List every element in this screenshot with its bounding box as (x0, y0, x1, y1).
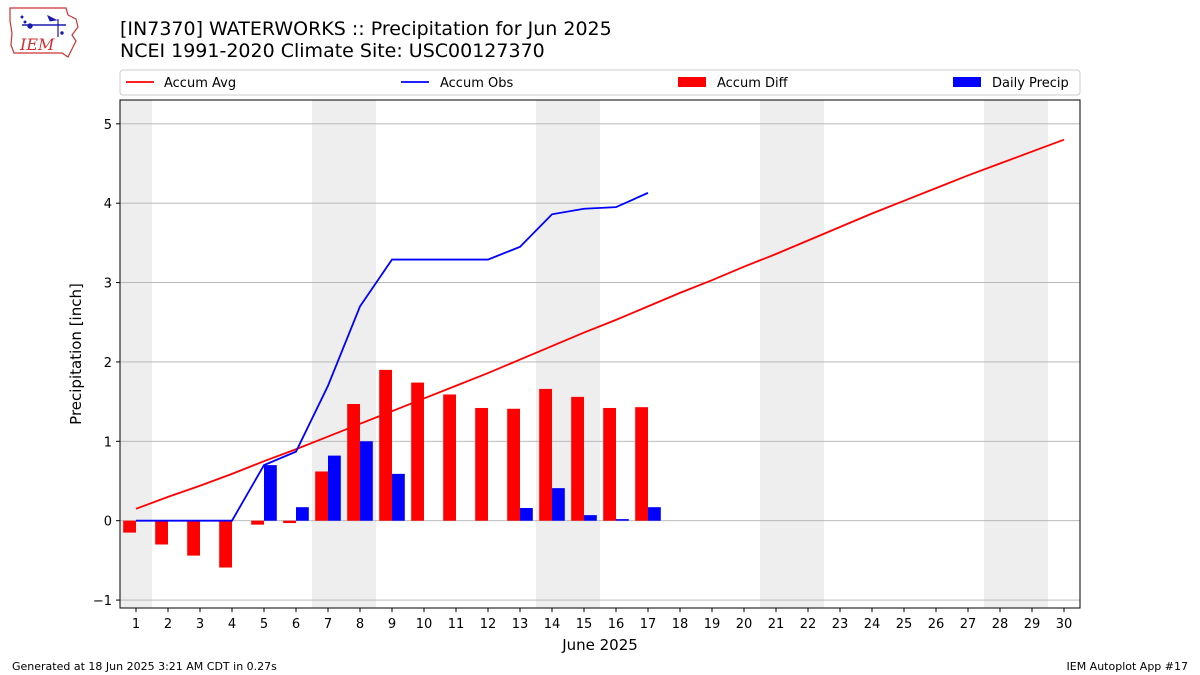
y-tick-label: 4 (104, 197, 112, 212)
y-tick-label: 2 (104, 356, 112, 371)
legend-label-accum-avg: Accum Avg (164, 76, 236, 91)
x-tick-label: 4 (228, 617, 236, 632)
daily-precip-bar (264, 465, 277, 521)
x-tick-label: 6 (292, 617, 300, 632)
x-tick-label: 16 (608, 617, 625, 632)
logo-text: IEM (19, 35, 55, 54)
x-tick-label: 7 (324, 617, 332, 632)
x-tick-label: 27 (960, 617, 977, 632)
daily-precip-bar (552, 488, 565, 521)
x-tick-label: 19 (704, 617, 721, 632)
accum-diff-bar (251, 520, 264, 525)
accum-diff-bar (219, 520, 232, 568)
daily-precip-bar (360, 441, 373, 521)
weekend-band (536, 100, 600, 608)
accum-diff-bar (123, 520, 136, 533)
legend-label-daily-precip: Daily Precip (992, 76, 1069, 91)
accum-obs-line (136, 192, 649, 522)
y-tick-label: −1 (93, 594, 112, 609)
accum-avg-line (135, 138, 1065, 510)
daily-precip-bar (296, 507, 309, 521)
x-tick-label: 5 (260, 617, 268, 632)
daily-precip-bar (328, 455, 341, 521)
chart-subtitle: NCEI 1991-2020 Climate Site: USC00127370 (120, 40, 545, 62)
accum-diff-bar (347, 404, 360, 521)
x-tick-label: 28 (992, 617, 1009, 632)
accum-diff-bar (539, 388, 552, 521)
daily-precip-bar (648, 507, 661, 521)
accum-diff-bar (315, 471, 328, 521)
legend-swatch-accum-diff (678, 77, 706, 87)
x-tick-label: 20 (736, 617, 753, 632)
x-tick-label: 14 (544, 617, 561, 632)
accum-diff-bar (635, 407, 648, 521)
x-axis-label: June 2025 (561, 636, 638, 654)
y-axis-label: Precipitation [inch] (67, 283, 85, 425)
legend-label-accum-diff: Accum Diff (717, 76, 789, 91)
x-tick-label: 10 (416, 617, 433, 632)
x-tick-label: 24 (864, 617, 881, 632)
daily-precip-bar (392, 473, 405, 521)
legend: Accum Avg Accum Obs Accum Diff Daily Precip (119, 69, 1081, 96)
x-tick-label: 15 (576, 617, 593, 632)
accum-diff-bar (187, 520, 200, 556)
footer-app-text: IEM Autoplot App #17 (1066, 660, 1189, 673)
x-tick-label: 2 (164, 617, 172, 632)
iem-logo: IEM (9, 7, 79, 58)
x-tick-label: 13 (512, 617, 529, 632)
accum-diff-bar (379, 369, 392, 521)
y-tick-label: 1 (104, 435, 112, 450)
daily-precip-bar (584, 515, 597, 521)
x-tick-label: 25 (896, 617, 913, 632)
x-tick-label: 17 (640, 617, 657, 632)
x-tick-label: 11 (448, 617, 465, 632)
accum-diff-bar (283, 520, 296, 524)
x-tick-label: 8 (356, 617, 364, 632)
y-tick-label: 3 (104, 277, 112, 292)
accum-diff-bar (443, 394, 456, 521)
x-tick-label: 22 (800, 617, 817, 632)
x-tick-label: 18 (672, 617, 689, 632)
legend-swatch-daily-precip (953, 77, 981, 87)
accum-diff-bar (475, 407, 488, 521)
x-tick-label: 12 (480, 617, 497, 632)
x-tick-label: 30 (1056, 617, 1073, 632)
weather-station-icon (20, 14, 66, 37)
x-tick-label: 21 (768, 617, 785, 632)
y-tick-label: 5 (104, 118, 112, 133)
plot-area (119, 99, 1081, 609)
weekend-band (312, 100, 376, 608)
x-tick-label: 26 (928, 617, 945, 632)
daily-precip-bar (520, 507, 533, 521)
accum-diff-bar (411, 382, 424, 521)
x-tick-label: 9 (388, 617, 396, 632)
x-tick-label: 1 (132, 617, 140, 632)
chart-title: [IN7370] WATERWORKS :: Precipitation for… (120, 18, 612, 40)
accum-diff-bar (571, 396, 584, 521)
accum-diff-bar (155, 520, 168, 545)
accum-diff-bar (603, 407, 616, 521)
legend-box (119, 69, 1081, 96)
accum-diff-bar (507, 408, 520, 521)
y-tick-label: 0 (104, 515, 112, 530)
x-tick-label: 23 (832, 617, 849, 632)
x-tick-label: 29 (1024, 617, 1041, 632)
x-tick-label: 3 (196, 617, 204, 632)
legend-label-accum-obs: Accum Obs (440, 76, 513, 91)
weekend-band (760, 100, 824, 608)
daily-precip-bar (616, 519, 629, 521)
weekend-band (984, 100, 1048, 608)
footer-generated-text: Generated at 18 Jun 2025 3:21 AM CDT in … (12, 660, 277, 673)
